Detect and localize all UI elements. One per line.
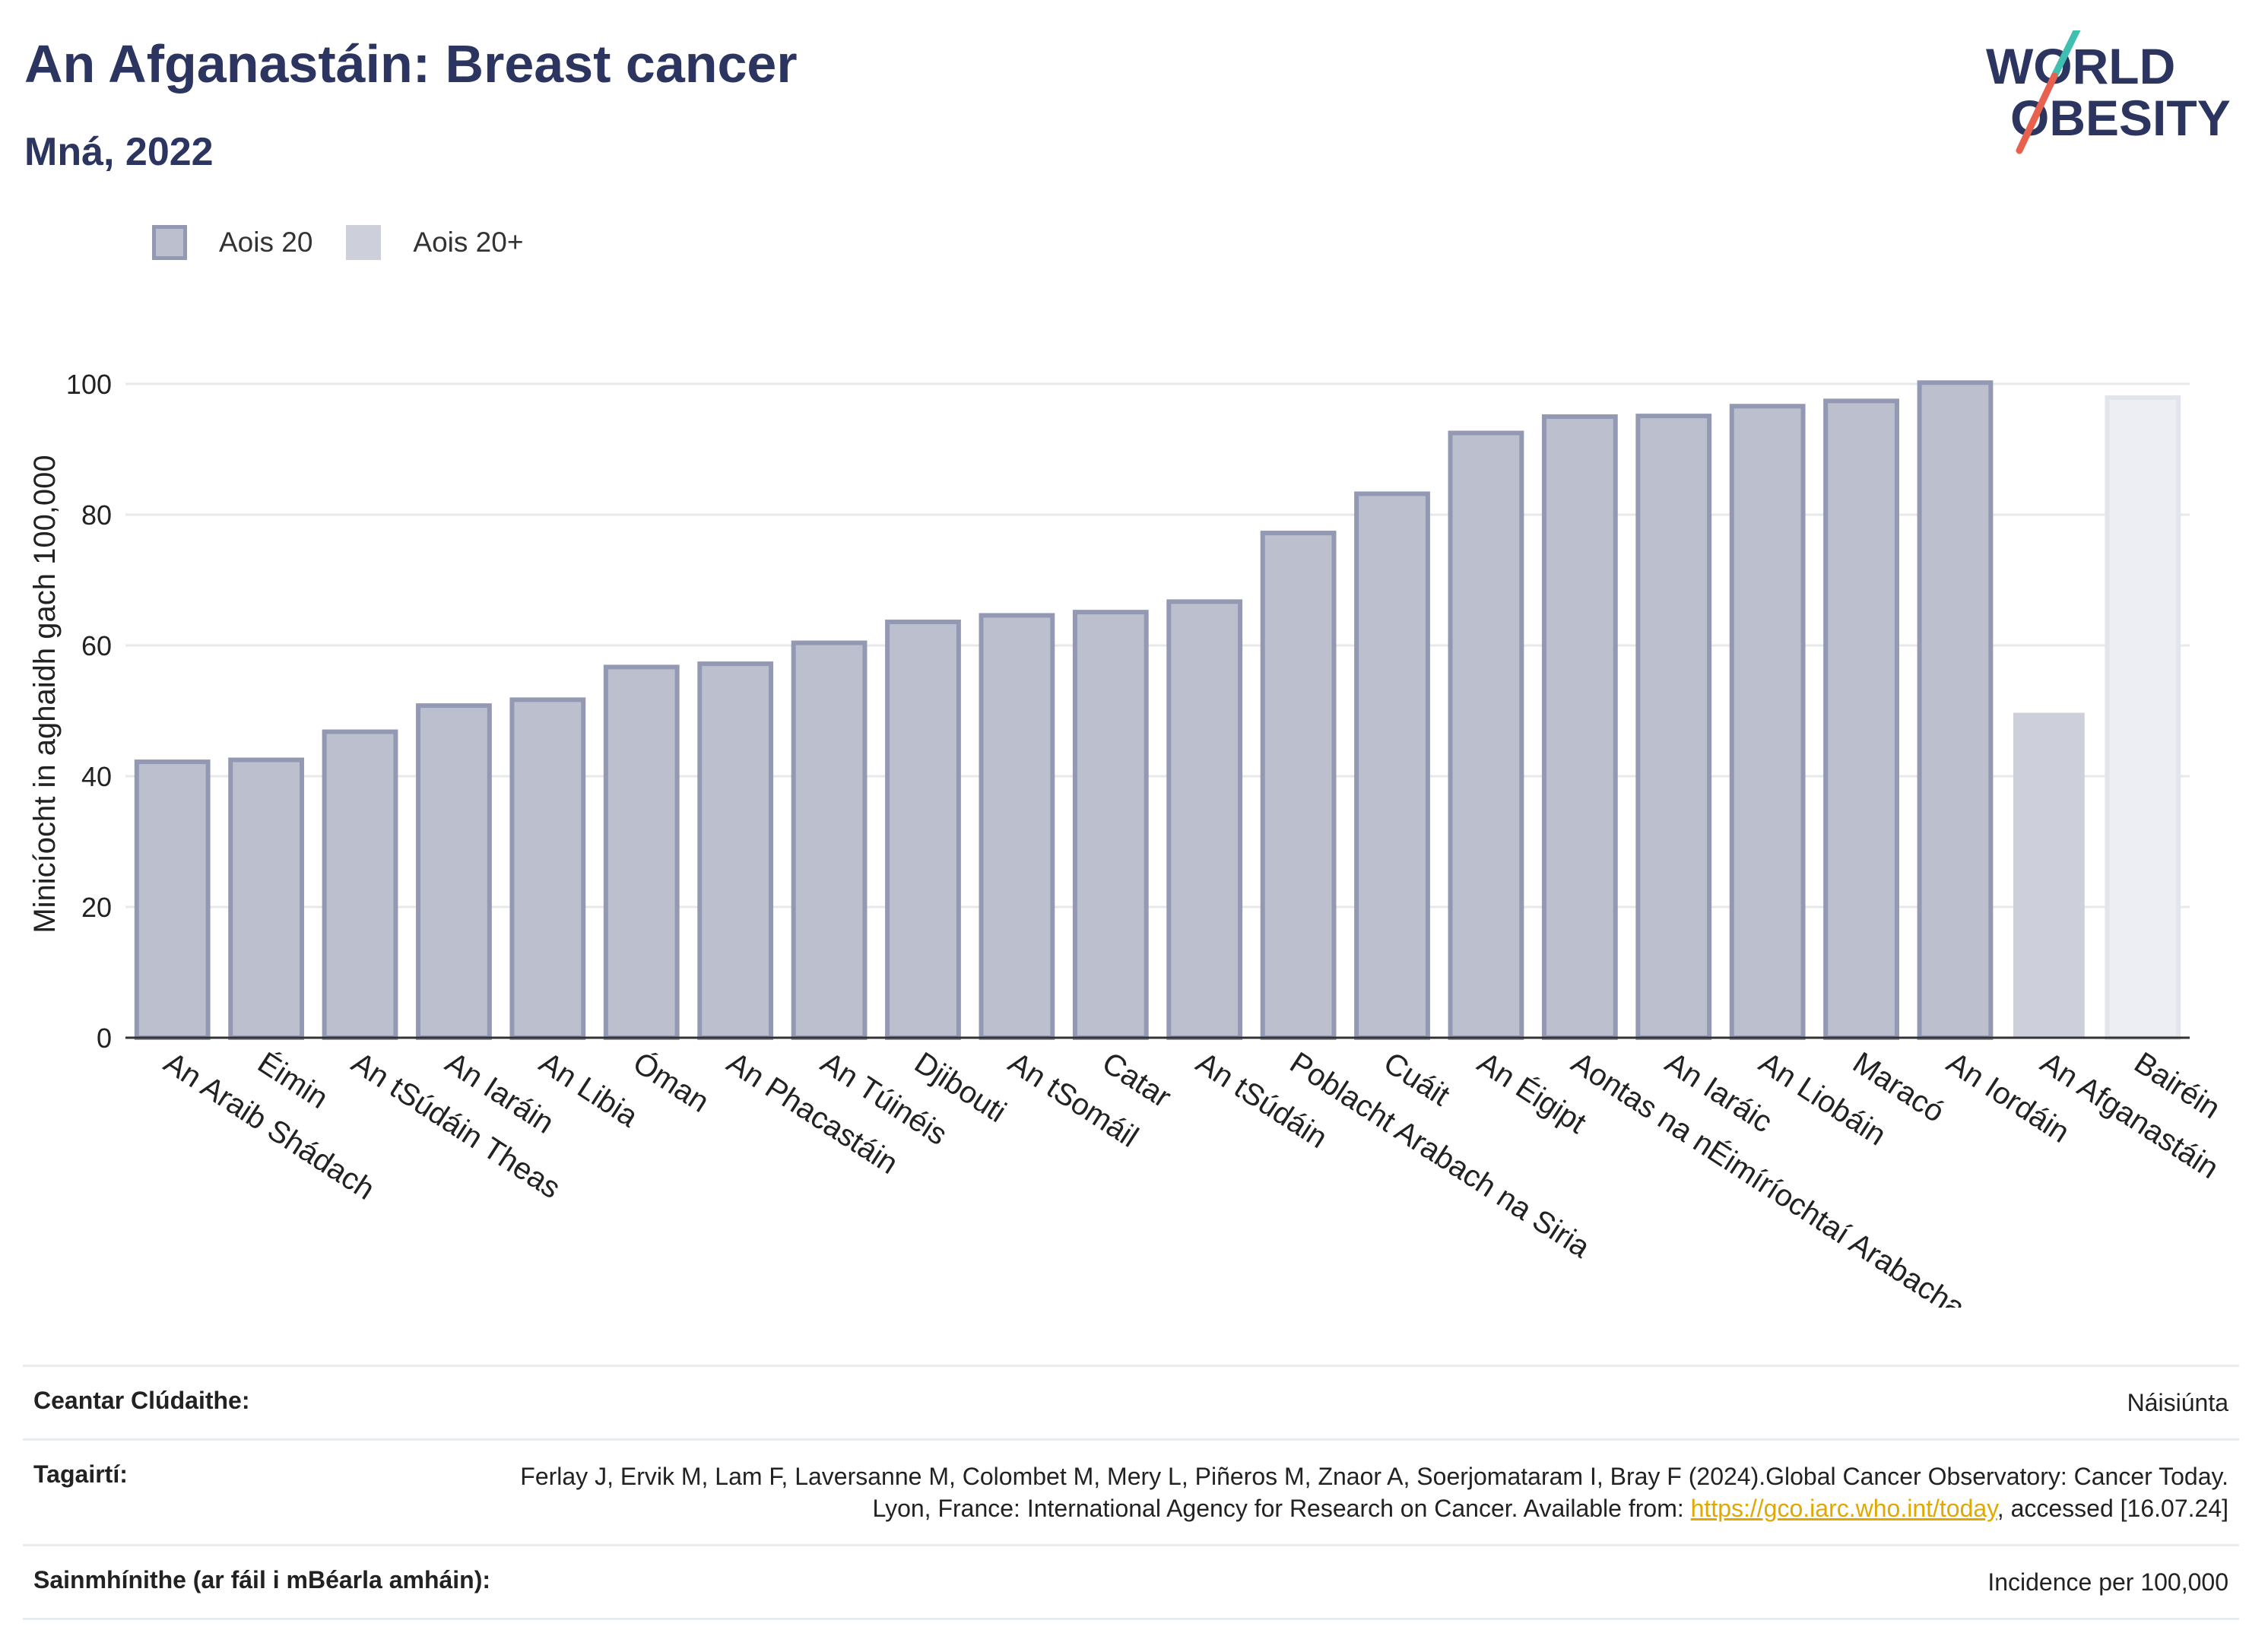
legend-swatch (152, 225, 187, 260)
references-value: Ferlay J, Ervik M, Lam F, Laversanne M, … (480, 1460, 2228, 1524)
y-tick-label: 60 (81, 630, 112, 661)
references-label: Tagairtí: (33, 1460, 128, 1488)
bar[interactable] (416, 703, 492, 1040)
bar[interactable] (885, 620, 961, 1041)
bars (134, 380, 2181, 1041)
bar[interactable] (1166, 599, 1243, 1040)
legend-item-aois-20-plus[interactable]: Aois 20+ (346, 225, 523, 260)
logo-line1: WORLD (1986, 38, 2175, 94)
y-tick-label: 0 (97, 1023, 112, 1054)
chart-title: An Afganastáin: Breast cancer (24, 34, 798, 94)
y-tick-label: 100 (66, 369, 112, 400)
legend-item-aois-20[interactable]: Aois 20 (152, 225, 312, 260)
references-text: Ferlay J, Ervik M, Lam F, Laversanne M, … (520, 1463, 2228, 1522)
y-axis-ticks: 0 20 40 60 80 100 (66, 369, 112, 1054)
bar[interactable] (509, 697, 586, 1040)
footer-row-coverage: Ceantar Clúdaithe: Náisiúnta (23, 1365, 2239, 1438)
y-tick-label: 20 (81, 892, 112, 923)
bar[interactable] (322, 729, 398, 1041)
bar[interactable] (1917, 380, 1994, 1040)
references-accessed: , accessed [16.07.24] (1997, 1495, 2228, 1522)
bar[interactable] (791, 640, 868, 1040)
footer-row-references: Tagairtí: Ferlay J, Ervik M, Lam F, Lave… (23, 1438, 2239, 1544)
bar[interactable] (979, 613, 1055, 1040)
chart-subtitle: Mná, 2022 (24, 130, 214, 174)
definitions-label: Sainmhínithe (ar fáil i mBéarla amháin): (33, 1566, 491, 1593)
bar[interactable] (1541, 414, 1618, 1040)
bar[interactable] (603, 664, 680, 1040)
bar[interactable] (228, 757, 305, 1040)
y-axis-label: Minicíocht in aghaidh gach 100,000 (28, 455, 62, 933)
coverage-value: Náisiúnta (2127, 1389, 2228, 1416)
bar[interactable] (1260, 531, 1337, 1040)
definitions-value: Incidence per 100,000 (1987, 1568, 2228, 1596)
legend-label: Aois 20+ (413, 227, 524, 258)
bar[interactable] (1448, 430, 1524, 1040)
y-tick-label: 80 (81, 499, 112, 531)
chart-footer: Ceantar Clúdaithe: Náisiúnta Tagairtí: F… (23, 1365, 2239, 1620)
footer-row-definitions: Sainmhínithe (ar fáil i mBéarla amháin):… (23, 1544, 2239, 1620)
bar[interactable] (2105, 395, 2181, 1040)
bar[interactable] (1354, 491, 1430, 1041)
bar[interactable] (2013, 712, 2085, 1038)
coverage-label: Ceantar Clúdaithe: (33, 1387, 250, 1414)
bar[interactable] (1823, 398, 1899, 1041)
legend-swatch (346, 225, 382, 260)
bar[interactable] (1635, 414, 1712, 1040)
y-tick-label: 40 (81, 761, 112, 792)
bar[interactable] (1072, 610, 1149, 1040)
bar[interactable] (1729, 404, 1806, 1041)
bar[interactable] (697, 661, 774, 1040)
world-obesity-logo: WORLD OBESITY (1986, 30, 2231, 154)
chart-legend: Aois 20 Aois 20+ (152, 225, 557, 260)
legend-label: Aois 20 (219, 227, 313, 258)
bar[interactable] (134, 759, 211, 1041)
references-link[interactable]: https://gco.iarc.who.int/today (1690, 1495, 1997, 1522)
